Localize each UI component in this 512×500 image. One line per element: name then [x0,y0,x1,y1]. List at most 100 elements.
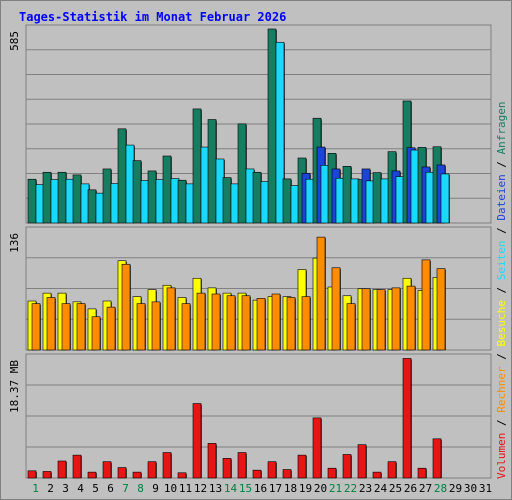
legend-anfragen: Anfragen [495,101,508,154]
legend-dateien: Dateien [495,174,508,220]
right-legend: Volumen / Rechner / Besuche / Seiten / D… [495,101,508,479]
bar-rechner [406,285,416,351]
bar-volumen [432,438,442,479]
day-label: 25 [389,482,402,495]
bar-anfragen [117,128,127,224]
legend-sep: / [495,413,508,433]
day-label: 31 [479,482,492,495]
bar-rechner [301,296,311,351]
bar-volumen [402,358,412,479]
bar-volumen [117,467,127,479]
bar-rechner [316,236,326,351]
bar-anfragen [147,170,157,224]
day-label: 18 [284,482,297,495]
bar-anfragen [72,174,82,224]
day-label: 15 [239,482,252,495]
day-label: 14 [224,482,238,495]
day-label: 6 [107,482,114,495]
bar-anfragen [372,172,382,224]
bar-rechner [241,295,251,351]
bar-volumen [387,461,397,479]
bar-anfragen [102,168,112,224]
bar-anfragen [267,28,277,224]
day-label: 8 [137,482,144,495]
day-label: 4 [77,482,84,495]
legend-sep: / [495,221,508,241]
bar-volumen [27,470,37,479]
bar-rechner [331,267,341,351]
bar-seiten [440,173,450,224]
bar-anfragen [57,171,67,224]
bar-rechner [391,287,401,351]
day-label: 11 [179,482,192,495]
bar-rechner [361,288,371,351]
bar-volumen [417,467,427,479]
day-label: 2 [47,482,54,495]
bar-volumen [192,403,202,479]
bar-volumen [222,458,232,479]
bar-rechner [226,295,236,351]
bar-anfragen [177,179,187,224]
bar-rechner [196,292,206,351]
bar-volumen [312,417,322,479]
day-label: 22 [344,482,357,495]
bar-rechner [61,303,71,351]
bar-volumen [282,469,292,479]
bar-rechner [181,303,191,351]
bar-volumen [42,471,52,479]
day-label: 21 [329,482,342,495]
bar-anfragen [27,178,37,224]
bar-anfragen [192,108,202,224]
day-label: 17 [269,482,282,495]
bar-anfragen [87,189,97,224]
day-label: 28 [434,482,447,495]
legend-sep: / [495,347,508,367]
bar-rechner [421,259,431,351]
bar-volumen [162,452,172,479]
bar-volumen [177,472,187,479]
bar-volumen [207,443,217,479]
bar-rechner [46,297,56,351]
legend-besuche: Besuche [495,300,508,346]
day-label: 30 [464,482,477,495]
bar-rechner [106,306,116,351]
bar-volumen [132,471,142,479]
bar-rechner [271,293,281,351]
day-label: 16 [254,482,267,495]
bar-seiten [275,41,285,224]
bar-rechner [166,287,176,351]
day-label: 3 [62,482,69,495]
bar-rechner [211,293,221,351]
axis-max-label-visits: 136 [8,233,21,253]
day-label: 29 [449,482,462,495]
bar-anfragen [237,123,247,224]
day-label: 20 [314,482,327,495]
bar-anfragen [252,171,262,224]
bar-anfragen [162,155,172,224]
legend-seiten: Seiten [495,241,508,281]
day-label: 13 [209,482,222,495]
bar-rechner [76,303,86,351]
bar-volumen [57,460,67,479]
day-label: 5 [92,482,99,495]
day-label: 7 [122,482,129,495]
legend-sep: / [495,280,508,300]
day-label: 12 [194,482,207,495]
bar-anfragen [282,178,292,224]
day-label: 9 [152,482,159,495]
day-label: 26 [404,482,417,495]
axis-max-label-volume: 18.37 MB [8,360,21,413]
bar-volumen [102,461,112,479]
bar-rechner [436,268,446,351]
bar-rechner [31,303,41,351]
bar-anfragen [42,171,52,224]
legend-sep: / [495,154,508,174]
bar-rechner [376,289,386,351]
bar-rechner [136,303,146,351]
bar-volumen [147,461,157,479]
bar-volumen [72,454,82,479]
day-label: 27 [419,482,432,495]
day-label: 10 [164,482,177,495]
